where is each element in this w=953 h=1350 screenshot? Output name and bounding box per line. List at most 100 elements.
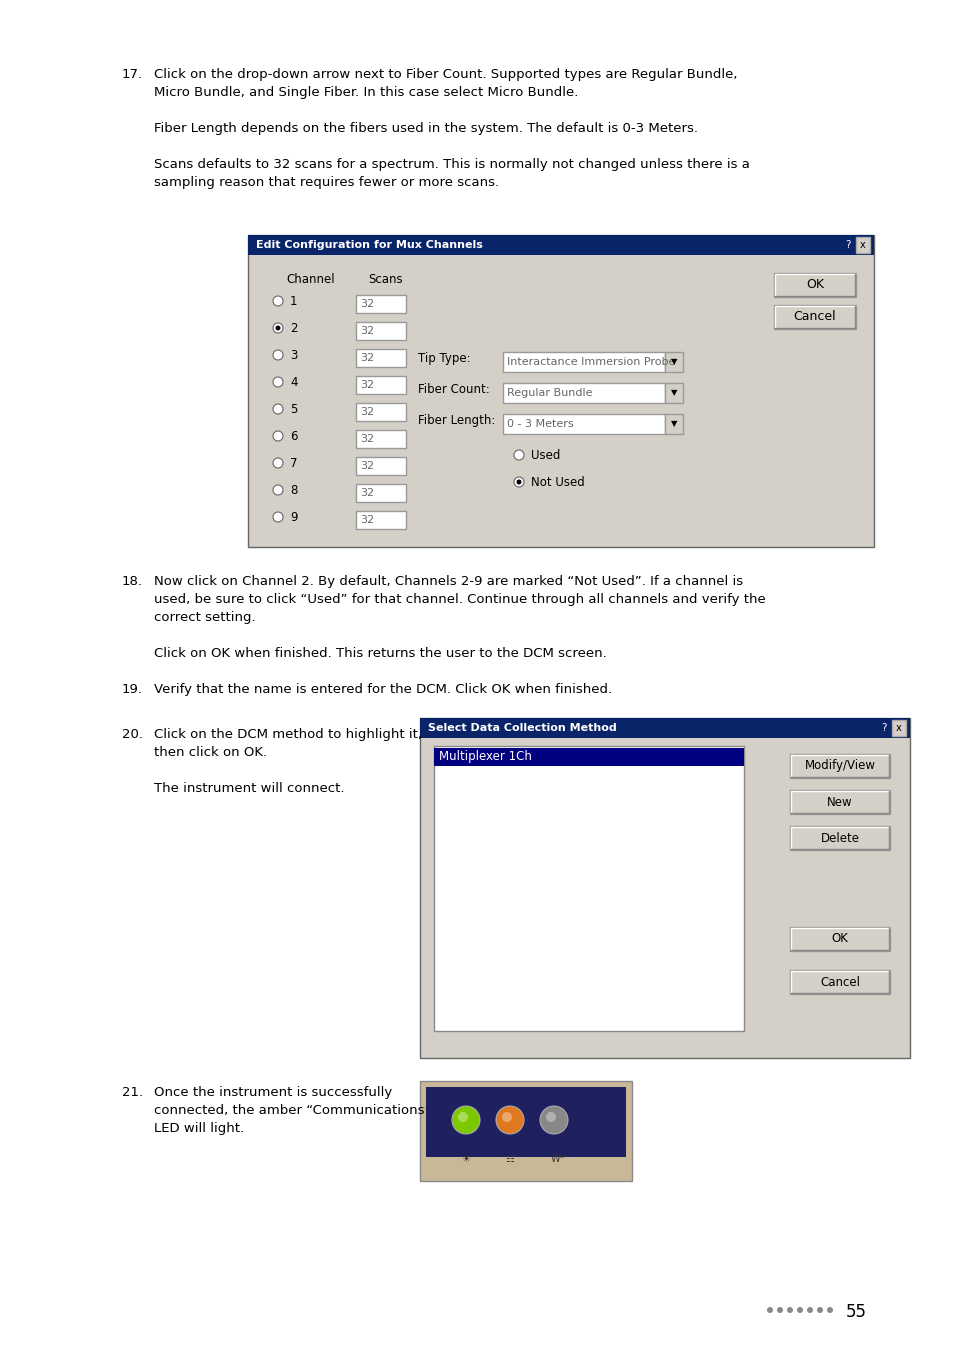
Bar xyxy=(248,235,873,547)
Text: 20.: 20. xyxy=(122,728,143,741)
Text: Interactance Immersion Probe: Interactance Immersion Probe xyxy=(506,356,675,367)
Text: 3: 3 xyxy=(290,350,297,362)
Text: connected, the amber “Communications”: connected, the amber “Communications” xyxy=(153,1104,431,1116)
Text: Scans: Scans xyxy=(368,273,402,286)
Text: Cancel: Cancel xyxy=(820,976,859,988)
Text: 32: 32 xyxy=(359,352,374,363)
Bar xyxy=(355,350,406,367)
Circle shape xyxy=(516,479,521,485)
Text: 32: 32 xyxy=(359,379,374,390)
Bar xyxy=(355,431,406,448)
Bar xyxy=(502,383,664,404)
Circle shape xyxy=(275,325,280,331)
Circle shape xyxy=(273,377,283,387)
Text: 55: 55 xyxy=(845,1303,866,1322)
Circle shape xyxy=(273,404,283,414)
Text: 32: 32 xyxy=(359,460,374,471)
Text: Modify/View: Modify/View xyxy=(803,760,875,772)
Circle shape xyxy=(273,512,283,522)
Circle shape xyxy=(545,1112,556,1122)
Bar xyxy=(789,927,889,950)
Text: sampling reason that requires fewer or more scans.: sampling reason that requires fewer or m… xyxy=(153,176,498,189)
Circle shape xyxy=(273,431,283,441)
Text: 32: 32 xyxy=(359,433,374,444)
Text: ▼: ▼ xyxy=(670,420,677,428)
Text: 18.: 18. xyxy=(122,575,143,589)
Text: Wʷ: Wʷ xyxy=(550,1154,565,1164)
Text: Channel: Channel xyxy=(286,273,335,286)
Text: ?: ? xyxy=(844,240,850,250)
Text: 0 - 3 Meters: 0 - 3 Meters xyxy=(506,418,573,429)
Circle shape xyxy=(501,1112,512,1122)
Text: used, be sure to click “Used” for that channel. Continue through all channels an: used, be sure to click “Used” for that c… xyxy=(153,593,765,606)
Circle shape xyxy=(816,1307,822,1314)
Text: then click on OK.: then click on OK. xyxy=(153,747,267,759)
Text: Click on the drop-down arrow next to Fiber Count. Supported types are Regular Bu: Click on the drop-down arrow next to Fib… xyxy=(153,68,737,81)
Text: 32: 32 xyxy=(359,325,374,336)
Text: 6: 6 xyxy=(290,431,297,443)
Text: ▼: ▼ xyxy=(670,389,677,397)
Text: 32: 32 xyxy=(359,298,374,309)
Circle shape xyxy=(273,458,283,468)
Text: 17.: 17. xyxy=(122,68,143,81)
Circle shape xyxy=(796,1307,802,1314)
Bar xyxy=(248,235,873,255)
Bar xyxy=(355,377,406,394)
Circle shape xyxy=(273,296,283,306)
Bar xyxy=(434,747,743,1031)
Circle shape xyxy=(826,1307,832,1314)
Circle shape xyxy=(766,1307,772,1314)
Circle shape xyxy=(786,1307,792,1314)
Text: x: x xyxy=(895,724,901,733)
Bar xyxy=(355,458,406,475)
Circle shape xyxy=(496,1106,523,1134)
Bar xyxy=(434,748,743,765)
Text: ☀: ☀ xyxy=(461,1154,470,1164)
Bar xyxy=(355,485,406,502)
Bar xyxy=(502,414,664,433)
Text: Micro Bundle, and Single Fiber. In this case select Micro Bundle.: Micro Bundle, and Single Fiber. In this … xyxy=(153,86,578,99)
Text: Regular Bundle: Regular Bundle xyxy=(506,387,592,398)
Bar xyxy=(426,1087,625,1157)
Text: 4: 4 xyxy=(290,377,297,389)
Bar xyxy=(355,323,406,340)
Text: The instrument will connect.: The instrument will connect. xyxy=(153,782,344,795)
Text: Fiber Length:: Fiber Length: xyxy=(417,414,495,427)
Circle shape xyxy=(514,450,523,460)
Bar xyxy=(773,305,855,329)
Text: Tip Type:: Tip Type: xyxy=(417,352,470,365)
Bar xyxy=(789,755,889,778)
Text: LED will light.: LED will light. xyxy=(153,1122,244,1135)
Text: Cancel: Cancel xyxy=(793,310,836,324)
Bar xyxy=(789,826,889,850)
Circle shape xyxy=(273,350,283,360)
Text: Now click on Channel 2. By default, Channels 2-9 are marked “Not Used”. If a cha: Now click on Channel 2. By default, Chan… xyxy=(153,575,742,589)
Text: Multiplexer 1Ch: Multiplexer 1Ch xyxy=(438,751,532,763)
Text: 7: 7 xyxy=(290,458,297,470)
Circle shape xyxy=(273,323,283,333)
Text: Select Data Collection Method: Select Data Collection Method xyxy=(428,724,616,733)
Text: 5: 5 xyxy=(290,404,297,416)
Bar xyxy=(664,352,682,373)
Text: 8: 8 xyxy=(290,485,297,497)
Bar xyxy=(664,383,682,404)
Circle shape xyxy=(539,1106,567,1134)
Bar xyxy=(502,352,664,373)
Circle shape xyxy=(514,477,523,487)
Circle shape xyxy=(273,485,283,495)
Text: Scans defaults to 32 scans for a spectrum. This is normally not changed unless t: Scans defaults to 32 scans for a spectru… xyxy=(153,158,749,171)
Text: 19.: 19. xyxy=(122,683,143,697)
Text: Fiber Count:: Fiber Count: xyxy=(417,383,489,396)
Circle shape xyxy=(806,1307,812,1314)
Text: 1: 1 xyxy=(290,296,297,308)
Text: ▼: ▼ xyxy=(670,358,677,366)
Text: Delete: Delete xyxy=(820,832,859,845)
Bar xyxy=(355,296,406,313)
Bar xyxy=(789,971,889,994)
Text: 32: 32 xyxy=(359,487,374,498)
Text: x: x xyxy=(860,240,865,250)
Text: Verify that the name is entered for the DCM. Click OK when finished.: Verify that the name is entered for the … xyxy=(153,683,612,697)
Text: Not Used: Not Used xyxy=(531,477,584,489)
Text: Once the instrument is successfully: Once the instrument is successfully xyxy=(153,1085,392,1099)
Text: Edit Configuration for Mux Channels: Edit Configuration for Mux Channels xyxy=(255,240,482,250)
